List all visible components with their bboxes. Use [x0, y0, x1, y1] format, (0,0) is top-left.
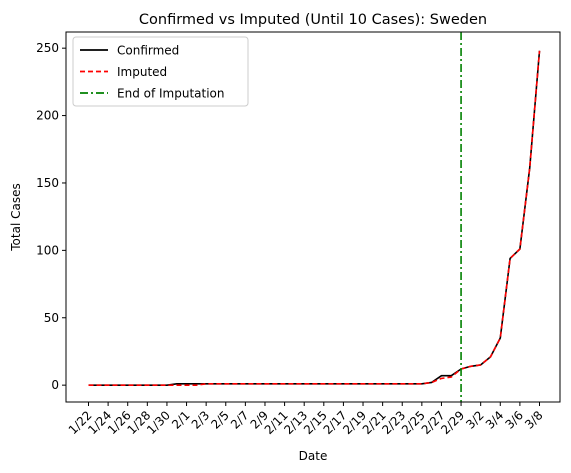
y-tick-label: 250: [36, 41, 59, 55]
y-tick-label: 200: [36, 109, 59, 123]
x-tick-label: 3/8: [522, 408, 546, 432]
x-tick-label: 3/2: [463, 408, 487, 432]
y-tick-label: 150: [36, 176, 59, 190]
x-tick-label: 2/5: [208, 408, 232, 432]
y-tick-label: 0: [51, 378, 59, 392]
x-axis-label: Date: [299, 449, 328, 463]
series-line-imputed: [88, 50, 541, 386]
y-tick-label: 100: [36, 243, 59, 257]
legend: Confirmed Imputed End of Imputation: [72, 36, 249, 107]
plot-area: [88, 32, 541, 402]
x-tick-label: 2/7: [228, 408, 252, 432]
legend-label: End of Imputation: [117, 87, 225, 101]
x-tick-label: 3/6: [502, 408, 526, 432]
y-tick-label: 50: [44, 311, 59, 325]
legend-label: Confirmed: [117, 44, 179, 58]
y-axis-label: Total Cases: [9, 183, 23, 251]
chart-title: Confirmed vs Imputed (Until 10 Cases): S…: [139, 12, 487, 28]
plot-frame: [65, 31, 561, 403]
x-tick-label: 2/3: [189, 408, 213, 432]
legend-box: [72, 36, 249, 107]
x-tick-label: 3/4: [483, 408, 507, 432]
legend-label: Imputed: [117, 65, 167, 79]
x-tick-label: 2/1: [169, 408, 193, 432]
